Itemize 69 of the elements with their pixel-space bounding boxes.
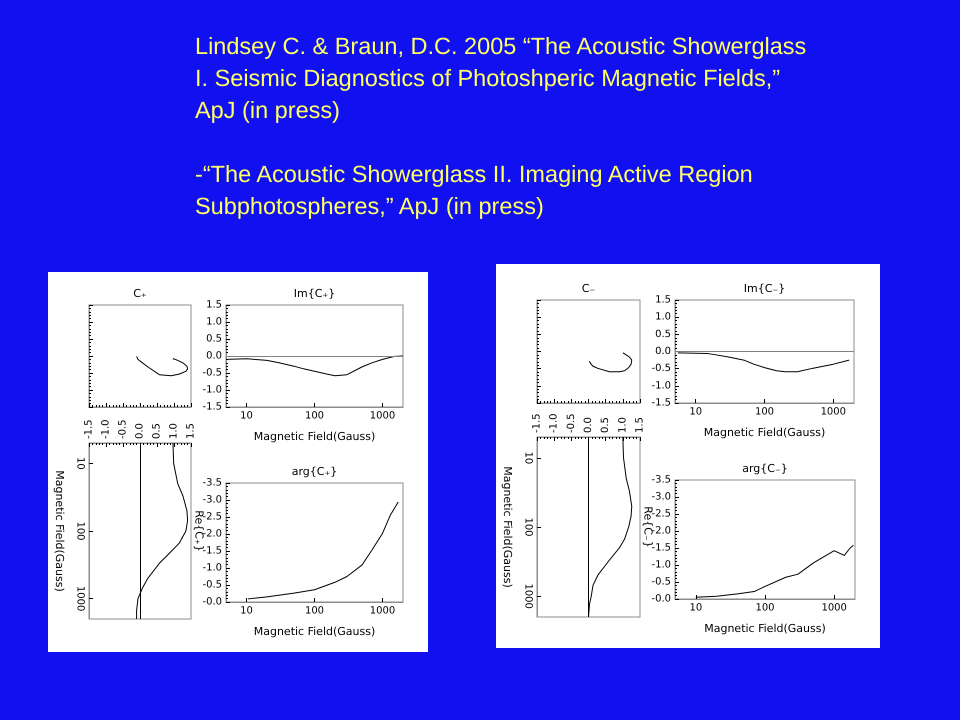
y-tick-label: -3.0 (202, 494, 222, 506)
chart-title: C₊ (133, 287, 147, 300)
x-tick-label: 0.0 (583, 417, 594, 433)
chart-title: Im{C₋} (744, 282, 786, 295)
y-tick-label: 0.5 (206, 334, 222, 344)
x-tick-label: 100 (304, 410, 324, 422)
y-tick-label: -1.5 (202, 546, 222, 556)
y-tick-label: -1.5 (651, 542, 671, 554)
x-tick-label: -0.5 (118, 419, 128, 439)
x-tick-label: -1.0 (100, 419, 112, 439)
y-tick-label: 1.0 (655, 312, 671, 323)
x-tick-label: 100 (755, 602, 775, 614)
x-tick-label: 10 (240, 606, 253, 616)
text: -“The Acoustic Showerglass II. Imaging Active Region Subphotospheres,” ApJ (in press) (195, 160, 754, 221)
y-tick-label: 100 (522, 517, 534, 537)
y-tick-label: -0.5 (651, 576, 671, 588)
y-tick-label: -2.5 (202, 512, 222, 522)
x-tick-label: -0.5 (566, 413, 577, 433)
y-tick-label: 1.0 (206, 316, 222, 328)
y-tick-label: -0.5 (202, 580, 222, 590)
y-tick-label: 100 (74, 521, 86, 541)
y-tick-label: -0.5 (651, 363, 671, 374)
x-tick-label: 1.5 (186, 423, 196, 439)
x-tick-label: 1.5 (634, 417, 646, 433)
y-tick-label: -1.0 (202, 562, 222, 574)
y-tick-label: 10 (522, 451, 534, 464)
y-tick-label: -0.0 (651, 594, 671, 604)
x-tick-label: 1000 (370, 606, 396, 616)
x-tick-label: 1000 (820, 406, 846, 418)
x-tick-label: 1000 (370, 410, 396, 422)
x-axis-title: Magnetic Field(Gauss) (704, 426, 826, 439)
y-tick-label: 1.5 (206, 300, 222, 310)
x-tick-label: 10 (689, 406, 702, 418)
y-tick-label: -1.0 (651, 380, 671, 392)
x-axis-title: Magnetic Field(Gauss) (254, 430, 376, 443)
x-tick-label: 1000 (821, 602, 847, 614)
y-tick-label: -1.0 (651, 560, 671, 570)
y-tick-label: 0.0 (655, 346, 671, 357)
x-tick-label: 0.5 (600, 417, 612, 433)
y-tick-label: 1.5 (655, 294, 671, 306)
chart-title: C₋ (582, 282, 596, 295)
x-tick-label: 1.0 (168, 423, 180, 439)
x-axis-title: Magnetic Field(Gauss) (704, 622, 826, 635)
x-tick-label: 100 (754, 406, 774, 418)
x-tick-label: 10 (689, 602, 702, 614)
y-tick-label: -1.5 (651, 398, 671, 408)
y-axis-title: Magnetic Field(Gauss) (53, 470, 66, 592)
x-tick-label: 10 (240, 410, 253, 422)
x-tick-label: 100 (304, 606, 324, 616)
x-tick-label: -1.0 (548, 413, 560, 433)
y-tick-label: -3.0 (651, 492, 671, 502)
x-tick-label: 0.5 (152, 423, 162, 439)
text: Lindsey C. & Braun, D.C. 2005 “The Acoustic Showerglass I. Seismic Diagnostics of Photoshperic Magnetic Fields,” ApJ (in press) (195, 32, 808, 125)
y-tick-label: -3.5 (202, 478, 222, 488)
y-tick-label: 0.0 (206, 350, 222, 362)
y-tick-label: 10 (74, 456, 86, 470)
x-tick-label: 1.0 (617, 417, 628, 433)
y-tick-label: -0.5 (202, 368, 222, 378)
y-tick-label: -3.5 (651, 474, 671, 486)
chart-title: arg{C₊} (292, 465, 338, 478)
chart-title: arg{C₋} (742, 462, 788, 475)
y-tick-label: 0.5 (655, 328, 671, 340)
y-tick-label: -1.0 (202, 384, 222, 396)
chart-title: Im{C₊} (294, 287, 336, 300)
y-tick-label: -0.0 (202, 596, 222, 608)
y-tick-label: -2.5 (651, 508, 671, 520)
x-tick-label: 0.0 (134, 423, 146, 439)
y-axis-title: Magnetic Field(Gauss) (501, 466, 514, 588)
x-axis-title: Magnetic Field(Gauss) (254, 625, 376, 638)
